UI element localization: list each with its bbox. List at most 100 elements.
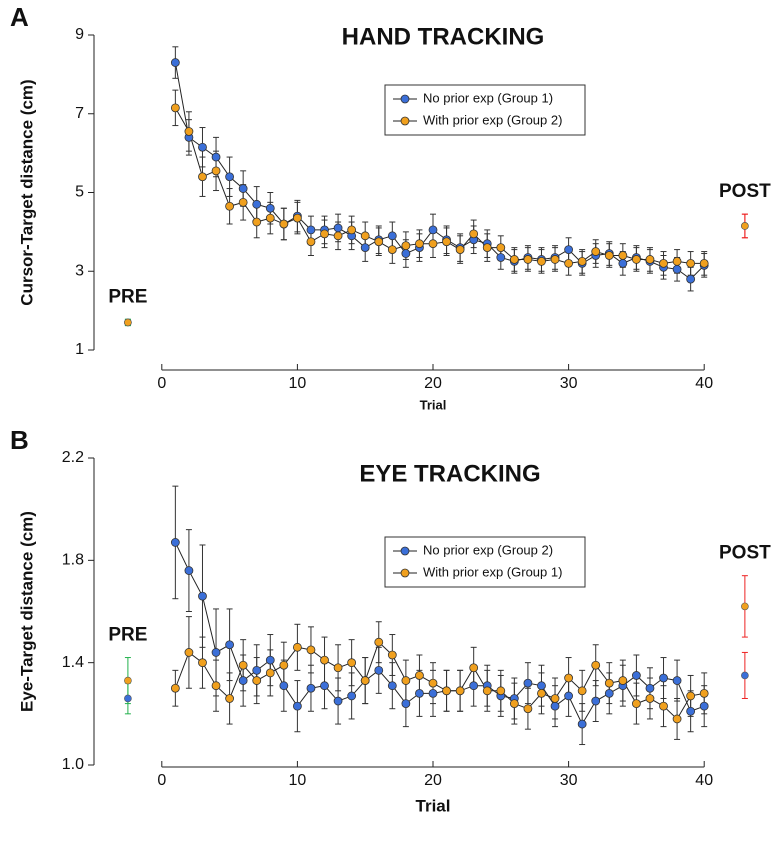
data-point: [279, 219, 289, 229]
data-point: [306, 645, 316, 655]
data-point: [198, 658, 207, 668]
condition-point: [124, 694, 132, 703]
data-point: [333, 223, 343, 233]
data-point: [496, 243, 506, 253]
data-point: [265, 203, 275, 213]
panel-label: A: [10, 2, 29, 32]
data-point: [686, 258, 696, 268]
data-point: [211, 681, 221, 691]
data-point: [564, 673, 573, 683]
legend-marker: [400, 546, 410, 556]
legend-label: No prior exp (Group 2): [423, 542, 553, 557]
data-point: [198, 172, 207, 182]
data-point: [306, 225, 316, 235]
data-point: [238, 660, 248, 670]
data-point: [184, 127, 194, 136]
x-axis-label: Trial: [416, 796, 451, 815]
data-point: [455, 686, 465, 696]
data-point: [550, 694, 560, 703]
data-point: [238, 197, 248, 207]
legend-label: With prior exp (Group 1): [423, 564, 562, 579]
data-point: [320, 681, 329, 691]
data-point: [238, 184, 248, 193]
data-point: [537, 257, 546, 266]
data-point: [225, 640, 235, 650]
y-tick-label: 1.4: [62, 654, 84, 671]
data-point: [591, 247, 601, 256]
y-tick-label: 5: [75, 184, 84, 201]
data-point: [347, 225, 357, 235]
data-point: [198, 591, 207, 601]
data-point: [320, 229, 329, 239]
data-point: [672, 257, 682, 266]
data-point: [184, 566, 194, 575]
condition-point: [741, 671, 749, 680]
data-point: [564, 691, 573, 701]
condition-label: POST: [719, 543, 771, 564]
data-point: [686, 274, 696, 284]
y-tick-label: 7: [75, 105, 84, 122]
data-point: [469, 229, 479, 239]
data-point: [550, 701, 560, 711]
data-point: [482, 243, 492, 253]
data-point: [496, 686, 506, 696]
data-point: [482, 686, 492, 696]
data-point: [550, 255, 560, 264]
x-tick-label: 0: [157, 375, 166, 392]
legend-label: No prior exp (Group 1): [423, 90, 553, 105]
data-point: [428, 225, 438, 235]
data-point: [374, 637, 384, 647]
y-tick-label: 1.0: [62, 756, 84, 773]
data-point: [659, 673, 668, 683]
x-tick-label: 0: [157, 772, 166, 789]
data-point: [374, 237, 384, 247]
data-point: [279, 660, 289, 670]
data-point: [428, 678, 438, 688]
condition-point: [124, 318, 132, 327]
data-point: [469, 681, 479, 691]
data-point: [577, 719, 587, 729]
data-point: [591, 660, 601, 670]
data-point: [618, 676, 628, 685]
data-point: [401, 676, 411, 685]
data-point: [170, 103, 180, 113]
data-point: [509, 699, 519, 708]
data-point: [347, 658, 357, 668]
x-tick-label: 30: [560, 375, 578, 392]
data-point: [374, 665, 384, 675]
data-point: [292, 642, 302, 652]
data-point: [252, 676, 262, 685]
data-point: [604, 678, 614, 688]
data-point: [225, 694, 235, 703]
data-point: [387, 245, 397, 254]
data-point: [442, 686, 451, 696]
data-point: [170, 538, 180, 547]
data-point: [265, 668, 275, 678]
data-point: [632, 699, 641, 708]
data-point: [672, 714, 682, 724]
data-point: [537, 688, 546, 698]
condition-label: POST: [719, 181, 771, 202]
data-point: [238, 676, 248, 685]
data-point: [604, 251, 614, 260]
data-point: [686, 706, 696, 716]
data-point: [564, 258, 573, 268]
data-point: [577, 686, 587, 696]
data-point: [306, 237, 316, 247]
x-tick-label: 40: [695, 772, 713, 789]
data-point: [645, 694, 655, 703]
legend-marker: [400, 116, 410, 126]
data-point: [279, 681, 289, 691]
data-point: [645, 683, 655, 693]
data-point: [509, 255, 519, 264]
condition-label: PRE: [108, 286, 147, 307]
data-point: [577, 257, 587, 266]
legend-box: [384, 84, 586, 136]
data-point: [428, 688, 438, 698]
data-point: [632, 671, 641, 680]
condition-point: [124, 676, 132, 685]
data-point: [523, 255, 533, 264]
data-point: [699, 258, 709, 268]
data-point: [604, 688, 614, 698]
chart-title: HAND TRACKING: [342, 23, 545, 50]
